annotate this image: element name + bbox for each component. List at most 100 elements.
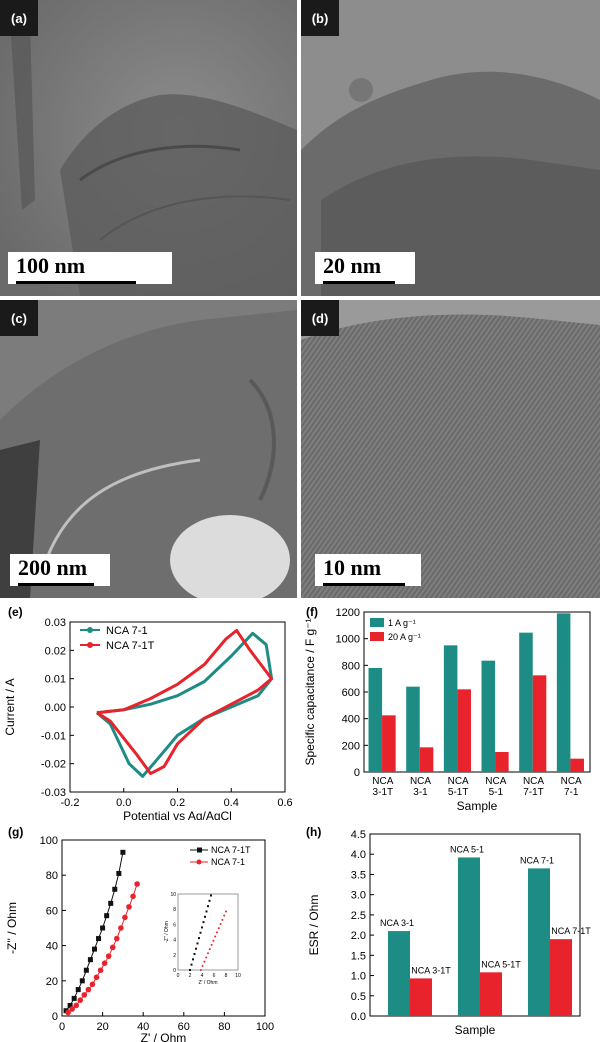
inset-point-7-1 [201,964,204,967]
inset-point-7-1T [201,926,203,929]
inset-point-7-1T [189,969,191,971]
nyquist-point-7-1 [122,914,128,921]
x-axis-label-f: Sample [457,799,498,813]
y-tick-label-h: 4.5 [351,829,366,841]
inset-y-tick-label: 8 [173,907,176,913]
scale-text-d: 10 nm [323,555,382,580]
y-axis-label-h: ESR / Ohm [307,895,321,956]
x-tick-label-g: 40 [137,1021,149,1033]
esr-bar-1-2 [410,978,432,1016]
y-tick-label-g: 80 [46,870,58,882]
inset-point-7-1 [223,914,226,917]
bar-1A-1 [368,668,383,772]
nyquist-point-7-1T [79,978,85,984]
x-tick-label-f: 3-1 [413,787,428,798]
inset-point-7-1 [214,935,217,938]
y-tick-label-e: 0.00 [45,702,66,714]
bar-20A-3 [457,689,471,772]
panel-label-h: (h) [306,825,321,839]
inset-point-7-1T [210,894,212,897]
nyquist-point-7-1 [114,935,120,942]
x-axis-label-e: Potential vs Ag/AgCl [123,809,232,820]
x-tick-label-e: 0.6 [277,797,292,809]
panel-label-c: (c) [0,300,38,336]
y-axis-label-g: -Z'' / Ohm [5,902,19,954]
y-tick-label-f: 400 [342,714,360,726]
tem-panel-b: (b) 20 nm [301,0,600,296]
legend-swatch-f [370,632,384,641]
inset-x-tick-label: 6 [213,973,216,979]
x-tick-label-f: NCA [561,776,582,787]
esr-bar-label: NCA 3-1 [380,918,414,928]
nyquist-point-7-1 [126,904,132,910]
bar-20A-6 [570,758,584,772]
inset-point-7-1 [199,969,202,971]
panel-label-f: (f) [306,605,318,619]
nyquist-point-7-1T [108,900,114,906]
inset-point-7-1 [210,943,213,946]
inset-y-tick-label: 2 [173,953,176,959]
inset-point-7-1T [207,905,209,908]
y-tick-label-f: 1000 [336,634,360,646]
esr-bar-3-1 [528,868,550,1016]
inset-point-7-1T [208,899,211,902]
y-tick-label-e: -0.02 [41,759,66,771]
inset-x-tick-label: 4 [201,973,204,979]
nyquist-point-7-1 [130,893,136,900]
y-tick-label-f: 1200 [336,607,360,619]
plot-frame-e [69,621,286,793]
scale-text-b: 20 nm [323,253,382,278]
x-tick-label-e: 0.2 [170,797,185,809]
inset-point-7-1 [203,960,206,963]
inset-x-tick-label: 0 [177,973,180,979]
inset-point-7-1 [217,927,220,930]
legend-swatch-f [370,618,384,627]
panel-label-a: (a) [0,0,38,36]
scale-bar-b: 20 nm [315,252,415,284]
bar-20A-2 [419,747,434,772]
nyquist-point-7-1T [83,967,89,973]
x-tick-label-f: 7-1 [564,787,579,798]
x-tick-label-g: 80 [218,1021,230,1033]
chart-h: (h) 0.0 0.5 1.0 1.5 2.0 2.5 3.0 3.5 4.0 4.5 NCA 3-1… [306,825,591,1037]
inset-x-tick-label: 8 [225,973,228,979]
legend-label-f: 1 A g⁻¹ [388,618,416,628]
inset-point-7-1 [212,939,215,942]
x-tick-label-e: 0.0 [116,797,131,809]
x-tick-label-e: 0.4 [224,797,239,809]
y-tick-label-f: 200 [342,740,360,752]
panel-label-b: (b) [301,0,339,36]
esr-bar-label: NCA 7-1 [520,855,554,865]
chart-f: (f)020040060080010001200NCA3-1TNCA3-1NCA… [303,605,591,813]
inset-y-tick-label: 10 [170,892,176,898]
esr-bar-3-2 [550,939,572,1016]
inset-y-tick-label: 6 [173,922,176,928]
inset-point-7-1 [208,948,211,951]
x-tick-label-f: 5-1 [489,787,504,798]
inset-x-label: Z' / Ohm [198,980,217,986]
plot-frame-g [61,839,266,1017]
inset-point-7-1 [207,952,209,955]
scale-bar-d: 10 nm [315,554,421,586]
legend-label-g: NCA 7-1T [211,845,251,855]
y-axis-label-f: Specific capacitance / F g⁻¹ [303,618,317,765]
chart-e: (e) -0.2 0.0 0.2 0.4 0.6 -0.03 -0.02 -0.01 0.00 0.… [3,605,293,820]
y-tick-label-e: -0.01 [41,730,66,742]
y-tick-label-h: 0.5 [351,991,366,1003]
tem-image-d [301,300,600,598]
nyquist-point-7-1 [69,1006,75,1012]
inset-point-7-1 [221,918,224,921]
x-tick-label-g: 60 [178,1021,190,1033]
inset-point-7-1 [225,910,227,913]
nyquist-point-7-1T [104,913,110,919]
nyquist-point-7-1 [77,997,84,1003]
panel-label-e: (e) [8,605,23,619]
nyquist-point-7-1 [105,953,112,959]
esr-bar-2-2 [480,972,502,1016]
inset-point-7-1T [195,947,197,950]
legend-label-e: NCA 7-1 [106,625,148,637]
y-tick-label-h: 2.5 [351,910,366,922]
y-tick-label-g: 100 [40,835,58,847]
scale-text-a: 100 nm [16,253,86,278]
